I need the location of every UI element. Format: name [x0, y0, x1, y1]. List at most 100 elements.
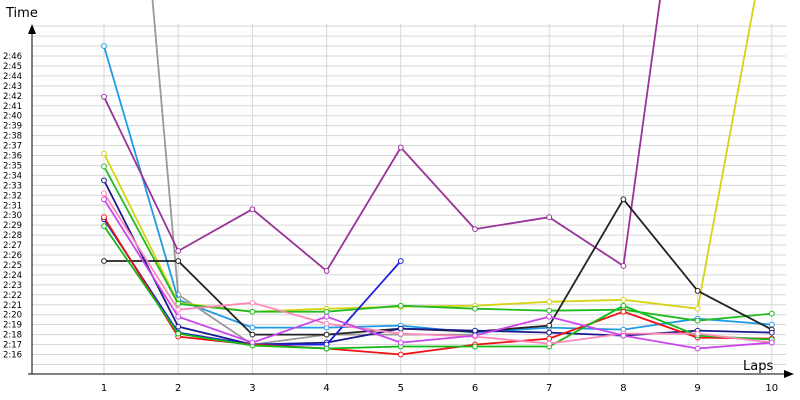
y-tick-label: 2:30	[3, 211, 22, 221]
y-tick-label: 2:17	[3, 341, 22, 351]
data-point	[694, 305, 701, 312]
y-tick-label: 2:21	[3, 301, 22, 311]
x-tick-label: 6	[472, 383, 478, 394]
data-point	[249, 308, 256, 315]
data-point	[323, 320, 330, 327]
data-point	[249, 206, 256, 213]
data-point	[768, 321, 775, 328]
data-point	[620, 196, 627, 203]
y-tick-label: 2:43	[3, 82, 22, 92]
data-point	[175, 248, 182, 254]
data-point	[620, 296, 627, 303]
x-tick-label: 4	[323, 383, 329, 394]
data-point	[397, 302, 404, 309]
series-11	[101, 190, 775, 347]
data-point	[694, 317, 701, 324]
y-tick-label: 2:16	[3, 351, 22, 361]
x-tick-label: 5	[398, 383, 404, 394]
data-point	[694, 345, 701, 352]
x-axis-title: Laps	[743, 359, 773, 374]
data-point	[101, 190, 107, 197]
y-tick-label: 2:32	[3, 191, 22, 201]
series-3	[101, 0, 661, 274]
data-point	[101, 150, 107, 157]
data-point	[397, 330, 404, 337]
x-tick-label: 10	[765, 383, 778, 394]
y-tick-label: 2:41	[3, 102, 22, 112]
series-line	[103, 198, 772, 350]
series-line	[103, 225, 772, 350]
series-line	[103, 216, 772, 356]
data-point	[768, 329, 775, 336]
data-point	[323, 308, 330, 315]
data-point	[397, 325, 404, 332]
data-point	[175, 306, 182, 313]
y-tick-label: 2:42	[3, 92, 22, 102]
data-point	[472, 327, 478, 334]
data-point	[101, 196, 107, 203]
x-tick-label: 7	[546, 383, 552, 394]
series-line	[103, 192, 772, 345]
data-point	[620, 302, 627, 309]
y-tick-label: 2:25	[3, 261, 22, 271]
series-12	[101, 196, 775, 352]
data-point	[546, 335, 553, 342]
data-point	[101, 163, 107, 170]
y-tick-label: 2:26	[3, 251, 22, 261]
data-point	[175, 330, 182, 337]
data-point	[620, 263, 627, 269]
y-tick-label: 2:29	[3, 221, 22, 231]
data-point	[249, 299, 256, 306]
y-tick-label: 2:36	[3, 152, 22, 162]
x-tick-label: 9	[694, 383, 700, 394]
data-point	[323, 345, 330, 352]
y-tick-label: 2:20	[3, 311, 22, 321]
data-point	[175, 323, 182, 330]
data-point	[472, 343, 478, 350]
x-tick-label: 8	[620, 383, 626, 394]
x-axis-arrow	[784, 370, 794, 378]
data-point	[101, 258, 107, 264]
y-tick-label: 2:23	[3, 281, 22, 291]
data-point	[620, 332, 627, 339]
y-tick-label: 2:39	[3, 122, 22, 132]
data-point	[768, 310, 775, 317]
data-point	[101, 223, 107, 230]
data-point	[397, 144, 404, 151]
y-axis-arrow	[28, 24, 36, 34]
data-point	[323, 331, 330, 338]
y-tick-label: 2:46	[3, 52, 22, 62]
data-point	[175, 258, 182, 264]
x-tick-label: 3	[249, 383, 255, 394]
y-tick-label: 2:18	[3, 331, 22, 341]
data-point	[397, 339, 404, 346]
y-tick-label: 2:33	[3, 181, 22, 191]
data-point	[397, 351, 404, 358]
x-tick-label: 1	[101, 383, 107, 394]
y-tick-label: 2:45	[3, 62, 22, 72]
axes	[28, 24, 794, 378]
data-point	[323, 268, 330, 274]
y-tick-label: 2:37	[3, 142, 22, 152]
data-point	[323, 313, 330, 320]
y-tick-label: 2:40	[3, 112, 22, 122]
data-point	[472, 226, 478, 233]
y-tick-label: 2:31	[3, 201, 22, 211]
data-point	[472, 332, 478, 339]
data-point	[101, 214, 107, 221]
x-tick-label: 2	[175, 383, 181, 394]
data-point	[101, 177, 107, 184]
y-tick-label: 2:22	[3, 291, 22, 301]
series-group	[101, 0, 775, 358]
y-tick-label: 2:44	[3, 72, 22, 82]
data-point	[546, 340, 553, 347]
y-tick-label: 2:38	[3, 132, 22, 142]
data-point	[472, 305, 478, 312]
data-point	[620, 308, 627, 315]
data-point	[175, 300, 182, 307]
y-tick-label: 2:28	[3, 231, 22, 241]
data-point	[546, 329, 553, 336]
data-point	[175, 313, 182, 320]
y-tick-label: 2:34	[3, 171, 22, 181]
